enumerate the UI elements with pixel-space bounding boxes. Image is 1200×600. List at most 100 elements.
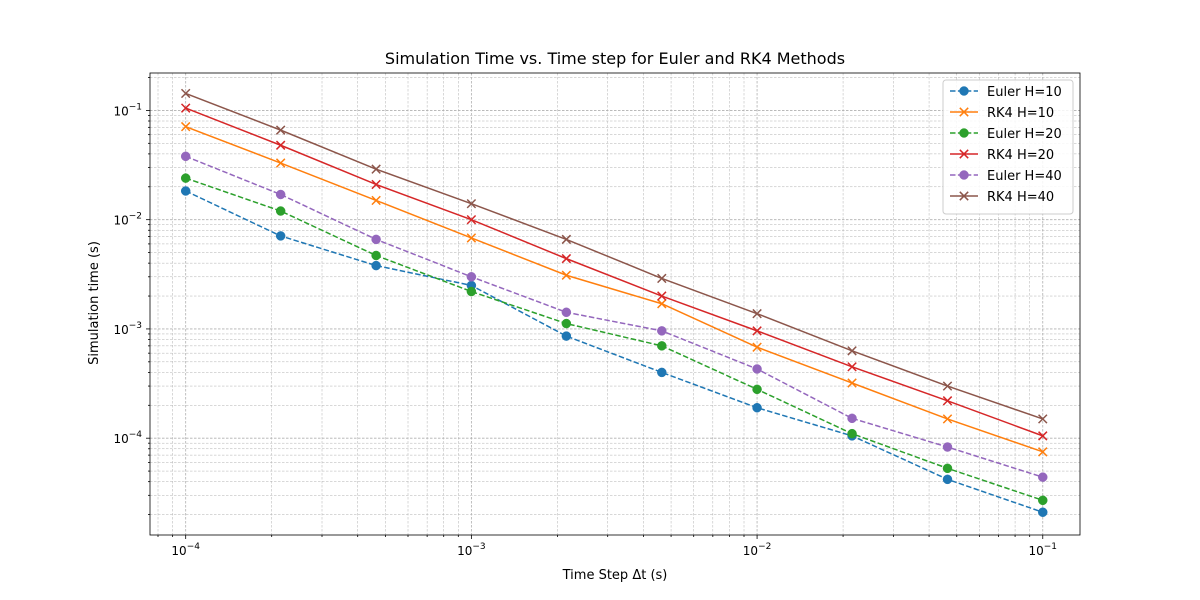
data-point: [847, 346, 857, 356]
legend-item: RK4 H=20: [950, 148, 1054, 163]
legend-marker: [959, 86, 969, 96]
data-point: [466, 214, 477, 225]
data-point: [561, 253, 572, 264]
data-point: [1038, 472, 1048, 482]
data-point: [1038, 507, 1048, 517]
x-tick-label: 10−3: [457, 542, 486, 558]
data-point: [275, 206, 286, 216]
y-tick-label: 10−4: [113, 430, 142, 446]
data-point: [466, 272, 477, 282]
data-point: [180, 88, 191, 99]
x-tick-label: 10−1: [1028, 542, 1057, 558]
data-point: [942, 414, 953, 424]
data-point: [561, 307, 572, 318]
y-tick-label: 10−3: [113, 321, 142, 337]
data-point: [371, 260, 381, 271]
data-point: [275, 125, 286, 135]
series-rk4-h-10: [180, 121, 1048, 457]
y-axis-label: Simulation time (s): [87, 241, 102, 365]
legend-item: RK4 H=10: [950, 106, 1054, 121]
data-point: [847, 413, 857, 424]
data-point: [371, 195, 381, 206]
data-point: [371, 250, 381, 261]
x-tick-label: 10−4: [171, 542, 200, 558]
legend-label: Euler H=20: [987, 127, 1062, 142]
data-point: [561, 331, 572, 341]
series-rk4-h-20: [180, 103, 1048, 441]
data-point: [657, 326, 667, 336]
data-point: [657, 367, 667, 378]
series-line: [185, 92, 1044, 420]
data-point: [942, 381, 953, 391]
series-euler-h-10: [180, 186, 1048, 517]
data-point: [752, 308, 762, 319]
data-point: [1038, 431, 1048, 441]
data-point: [657, 291, 667, 301]
legend-item: Euler H=40: [950, 169, 1062, 184]
data-point: [180, 173, 191, 183]
series-euler-h-20: [180, 173, 1048, 506]
data-point: [371, 179, 381, 190]
grid-layer: [150, 73, 1080, 535]
legend-item: Euler H=20: [950, 127, 1062, 142]
y-tick-label: 10−2: [113, 212, 142, 228]
legend-marker: [959, 149, 969, 159]
data-point: [752, 384, 762, 395]
legend-marker: [959, 128, 969, 138]
series-line: [185, 107, 1044, 437]
x-axis-label: Time Step Δt (s): [562, 568, 668, 583]
data-point: [275, 231, 286, 241]
legend-box: [942, 79, 1074, 215]
series-layer: [180, 88, 1048, 517]
data-point: [275, 158, 286, 168]
data-point: [942, 396, 953, 406]
plot-frame: [149, 72, 1081, 536]
data-point: [1038, 414, 1048, 424]
data-point: [180, 151, 191, 162]
tick-layer: 10−4 10−3 10−2 10−1 10−4 10−3 10−2 10−1: [113, 77, 1057, 558]
data-point: [371, 234, 381, 245]
series-line: [185, 155, 1043, 478]
data-point: [275, 140, 286, 150]
legend-item: Euler H=10: [950, 85, 1062, 100]
data-point: [657, 341, 667, 351]
data-point: [942, 474, 953, 485]
data-point: [561, 234, 572, 245]
series-line: [185, 177, 1044, 502]
legend-label: RK4 H=20: [987, 148, 1054, 163]
series-rk4-h-40: [180, 88, 1048, 424]
data-point: [752, 326, 762, 336]
legend-label: Euler H=40: [987, 169, 1062, 184]
series-line: [185, 190, 1044, 513]
data-point: [942, 463, 953, 474]
data-point: [752, 342, 762, 352]
series-line: [185, 125, 1044, 453]
data-point: [180, 186, 191, 196]
data-point: [466, 198, 477, 209]
data-point: [1038, 495, 1048, 506]
legend-label: Euler H=10: [987, 85, 1062, 100]
series-euler-h-40: [180, 151, 1048, 482]
x-tick-label: 10−2: [743, 542, 772, 558]
data-point: [657, 299, 667, 309]
data-point: [752, 364, 762, 374]
y-tick-label: 10−1: [113, 102, 142, 118]
data-point: [752, 402, 762, 413]
data-point: [561, 270, 572, 280]
legend-marker: [959, 170, 969, 180]
legend-item: RK4 H=40: [950, 190, 1054, 205]
data-point: [847, 428, 857, 439]
legend-marker: [959, 191, 969, 201]
data-point: [657, 273, 667, 284]
chart-title: Simulation Time vs. Time step for Euler …: [385, 49, 845, 68]
data-point: [561, 318, 572, 329]
data-point: [275, 189, 286, 200]
data-point: [466, 286, 477, 297]
legend-marker: [959, 107, 969, 117]
data-point: [180, 103, 191, 113]
data-point: [371, 164, 381, 174]
data-point: [1038, 447, 1048, 457]
data-point: [180, 121, 191, 132]
